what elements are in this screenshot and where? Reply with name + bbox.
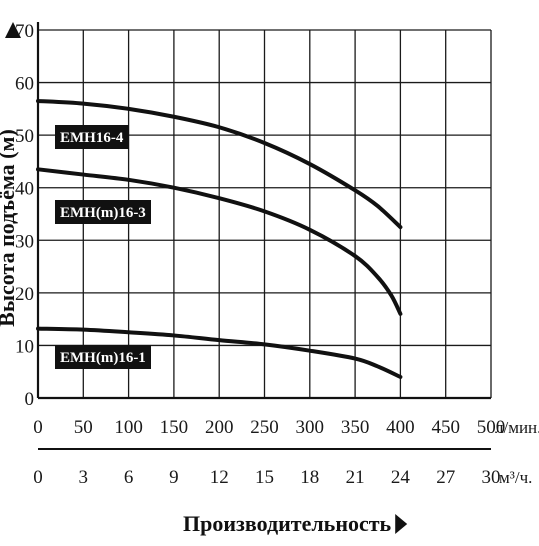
- x-tick-label-m3h: 6: [124, 467, 134, 488]
- y-tick-label: 0: [25, 389, 35, 410]
- series-label: EMH(m)16-1: [55, 345, 151, 369]
- y-axis-title: Высота подъёма (м): [0, 129, 19, 327]
- axis-arrows: [5, 22, 408, 534]
- series-label-box: [55, 125, 129, 149]
- x-tick-label-lpm: 400: [386, 417, 415, 438]
- series-label: EMH16-4: [55, 125, 129, 149]
- x-tick-label-m3h: 18: [300, 467, 319, 488]
- series-label-text: EMH(m)16-3: [60, 205, 146, 221]
- y-axis-title-group: Высота подъёма (м): [0, 129, 19, 327]
- x-tick-label-lpm: 150: [160, 417, 189, 438]
- x-tick-label-m3h: 9: [169, 467, 179, 488]
- performance-curve: [36, 167, 403, 316]
- y-tick-label: 70: [15, 21, 34, 42]
- x-tick-label-lpm: 500: [477, 417, 506, 438]
- series-label-text: EMH16-4: [60, 130, 124, 146]
- x-tick-label-lpm: 350: [341, 417, 370, 438]
- x-tick-label-lpm: 0: [33, 417, 43, 438]
- x-unit-lpm: л/мин.: [495, 418, 539, 437]
- x-tick-label-m3h: 24: [391, 467, 411, 488]
- x-axis-title: Производительность: [183, 511, 392, 536]
- x-axis-arrow-icon: [395, 514, 408, 534]
- x-tick-label-lpm: 50: [74, 417, 93, 438]
- y-tick-label: 60: [15, 74, 34, 95]
- plot-frame: [36, 22, 491, 400]
- performance-curve: [36, 326, 403, 379]
- y-tick-label: 40: [15, 179, 34, 200]
- x-tick-label-lpm: 300: [296, 417, 325, 438]
- series-labels: EMH16-4 EMH(m)16-3 EMH(m)16-1: [55, 125, 151, 369]
- series-label-box: [55, 345, 151, 369]
- x-tick-label-m3h: 21: [346, 467, 365, 488]
- x-tick-label-m3h: 30: [482, 467, 501, 488]
- series-label-box: [55, 200, 151, 224]
- x-tick-label-m3h: 15: [255, 467, 274, 488]
- y-tick-label: 10: [15, 336, 34, 357]
- y-tick-label: 30: [15, 231, 34, 252]
- x-tick-labels-lpm: 0 50 100 150 200 250 300 350 400 450 500: [33, 417, 505, 438]
- x-tick-label-lpm: 250: [250, 417, 279, 438]
- series-label: EMH(m)16-3: [55, 200, 151, 224]
- y-tick-label: 50: [15, 126, 34, 147]
- performance-curve: [36, 98, 403, 230]
- x-tick-label-m3h: 0: [33, 467, 43, 488]
- x-tick-label-lpm: 200: [205, 417, 234, 438]
- curves: [36, 98, 403, 379]
- y-tick-label: 20: [15, 284, 34, 305]
- x-unit-m3h: м³/ч.: [499, 468, 532, 487]
- series-label-text: EMH(m)16-1: [60, 350, 146, 366]
- x-tick-label-lpm: 100: [114, 417, 143, 438]
- x-tick-label-m3h: 27: [436, 467, 455, 488]
- x-tick-labels-m3h: 0 3 6 9 12 15 18 21 24 27 30: [33, 467, 500, 488]
- x-tick-label-lpm: 450: [431, 417, 460, 438]
- y-axis-arrow-icon: [5, 22, 21, 38]
- x-tick-label-m3h: 12: [210, 467, 229, 488]
- x-tick-label-m3h: 3: [79, 467, 89, 488]
